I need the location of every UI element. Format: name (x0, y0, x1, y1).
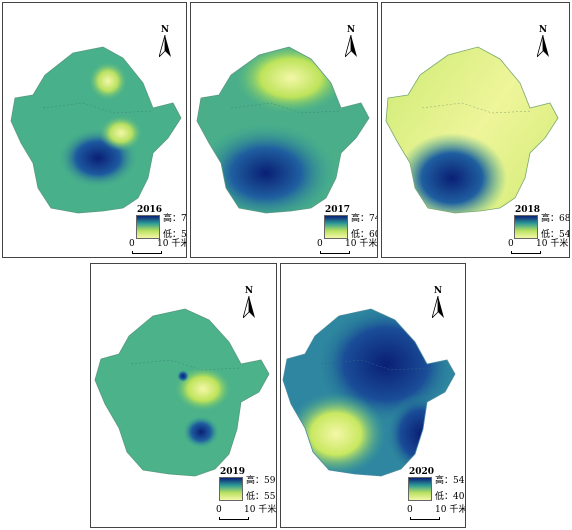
legend-low: 低：55 (246, 492, 276, 502)
year-label: 2017 (324, 205, 352, 215)
year-label: 2018 (514, 205, 542, 215)
legend-low: 低：58 (163, 230, 187, 240)
north-label: N (538, 25, 548, 35)
year-label: 2016 (136, 205, 164, 215)
north-arrow: N (340, 25, 362, 57)
map-panel-2016: N 2016 高：71 低：58 0 10 千米 (2, 2, 187, 258)
north-arrow: N (154, 25, 176, 57)
north-label: N (346, 25, 356, 35)
heatmap-region (196, 46, 370, 214)
map-panel-2020: N 2020 高：54 低：40 0 10 千米 (280, 263, 466, 528)
map-panel-2018: N 2018 高：68 低：54 0 10 千米 (381, 2, 570, 258)
legend-high: 高：54 (435, 476, 465, 486)
legend-high: 高：71 (163, 214, 187, 224)
legend-high: 高：74 (351, 214, 377, 224)
legend-high: 高：59 (246, 476, 276, 486)
north-arrow: N (427, 286, 449, 318)
heatmap-region (385, 46, 559, 214)
legend-low: 低：40 (435, 492, 465, 502)
north-label: N (160, 25, 170, 35)
map-panel-2019: N 2019 高：59 低：55 0 10 千米 (90, 263, 277, 528)
north-label: N (433, 286, 443, 296)
heatmap-region (94, 308, 270, 477)
north-arrow: N (238, 286, 260, 318)
north-label: N (244, 286, 254, 296)
heatmap-region (282, 308, 456, 477)
color-ramp (514, 215, 538, 239)
color-ramp (408, 477, 432, 501)
legend-low: 低：60 (351, 230, 377, 240)
heatmap-region (10, 46, 182, 214)
color-ramp (324, 215, 348, 239)
color-ramp (219, 477, 243, 501)
north-arrow: N (532, 25, 554, 57)
year-label: 2020 (408, 467, 436, 477)
legend-high: 高：68 (541, 214, 570, 224)
color-ramp (136, 215, 160, 239)
legend-low: 低：54 (541, 230, 570, 240)
year-label: 2019 (219, 467, 247, 477)
map-panel-2017: N 2017 高：74 低：60 0 10 千米 (190, 2, 378, 258)
